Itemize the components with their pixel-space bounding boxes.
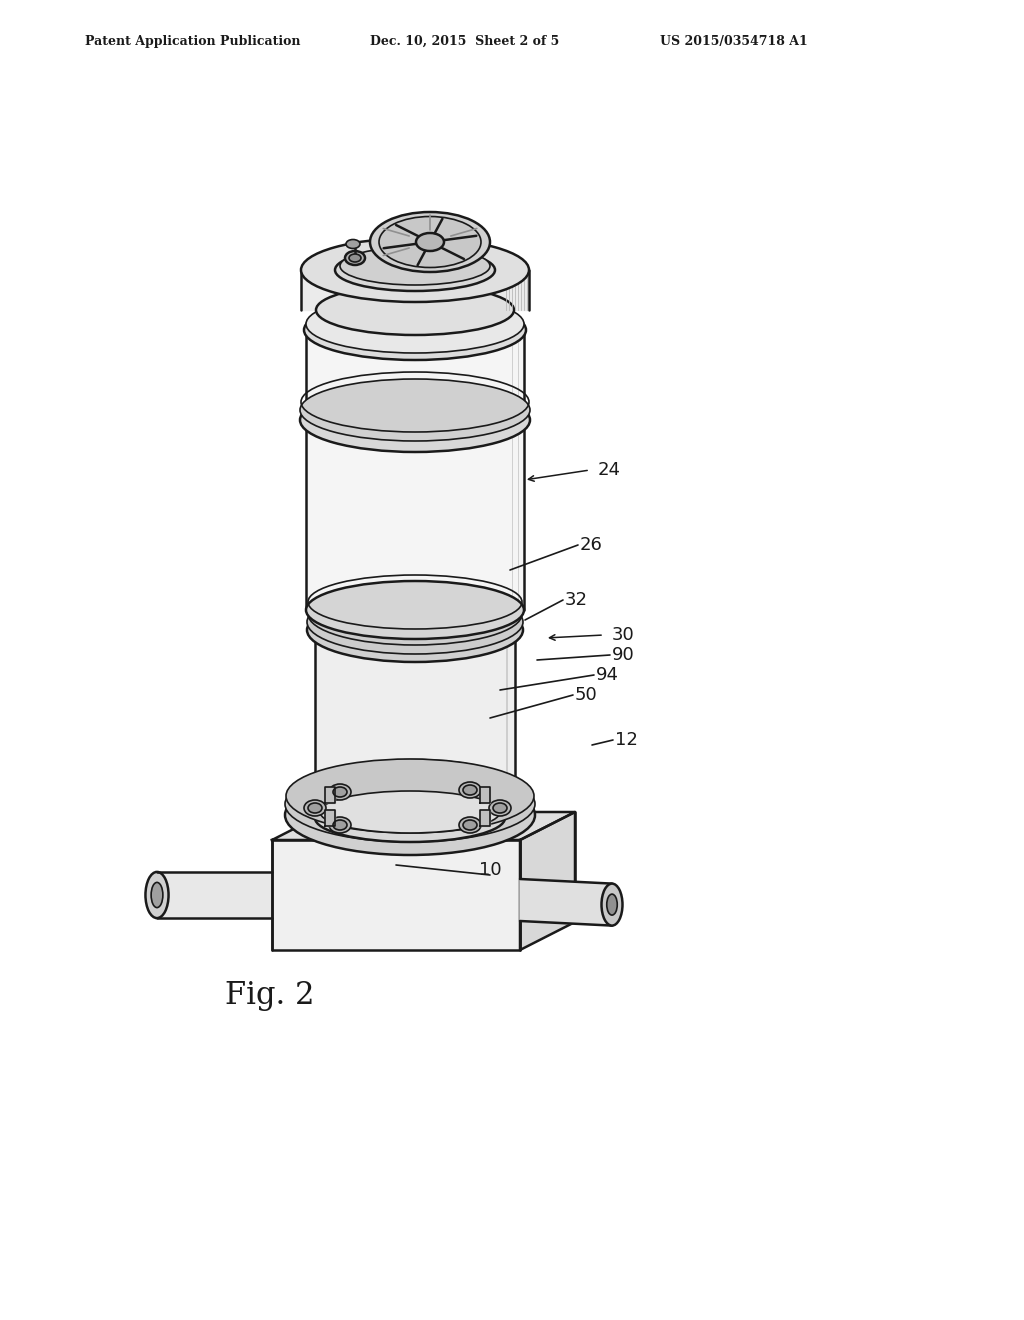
Polygon shape (157, 873, 272, 919)
Polygon shape (272, 812, 575, 840)
Text: 32: 32 (565, 591, 588, 609)
Ellipse shape (304, 800, 326, 816)
Text: 24: 24 (598, 461, 621, 479)
Text: Dec. 10, 2015  Sheet 2 of 5: Dec. 10, 2015 Sheet 2 of 5 (370, 36, 559, 48)
Polygon shape (315, 630, 515, 788)
Ellipse shape (333, 820, 347, 830)
Ellipse shape (463, 785, 477, 795)
Ellipse shape (319, 791, 500, 833)
Ellipse shape (379, 216, 481, 268)
Ellipse shape (285, 766, 535, 842)
Polygon shape (480, 810, 490, 826)
Polygon shape (272, 840, 520, 950)
Text: 12: 12 (615, 731, 638, 748)
Ellipse shape (145, 873, 169, 919)
Ellipse shape (459, 817, 481, 833)
Ellipse shape (306, 294, 524, 352)
Polygon shape (480, 787, 490, 803)
Ellipse shape (349, 253, 361, 261)
Polygon shape (325, 787, 335, 803)
Ellipse shape (300, 379, 530, 441)
Polygon shape (520, 812, 575, 950)
Text: 10: 10 (478, 861, 502, 879)
Ellipse shape (315, 795, 505, 842)
Ellipse shape (493, 803, 507, 813)
Text: 94: 94 (596, 667, 618, 684)
Text: 50: 50 (575, 686, 598, 704)
Ellipse shape (346, 239, 360, 248)
Text: 90: 90 (612, 645, 635, 664)
Ellipse shape (463, 820, 477, 830)
Text: US 2015/0354718 A1: US 2015/0354718 A1 (660, 36, 808, 48)
Polygon shape (325, 810, 335, 826)
Ellipse shape (335, 249, 495, 290)
Ellipse shape (370, 213, 490, 272)
Ellipse shape (304, 300, 526, 360)
Ellipse shape (315, 760, 515, 816)
Ellipse shape (286, 759, 534, 833)
Text: 30: 30 (612, 626, 635, 644)
Ellipse shape (307, 598, 523, 663)
Text: 26: 26 (580, 536, 603, 554)
Ellipse shape (340, 247, 490, 285)
Ellipse shape (152, 882, 163, 908)
Ellipse shape (301, 238, 529, 302)
Polygon shape (520, 879, 612, 925)
Ellipse shape (329, 817, 351, 833)
Ellipse shape (333, 787, 347, 797)
Ellipse shape (489, 800, 511, 816)
Ellipse shape (307, 590, 523, 653)
Ellipse shape (416, 234, 444, 251)
Ellipse shape (300, 388, 530, 451)
Text: Patent Application Publication: Patent Application Publication (85, 36, 300, 48)
Ellipse shape (345, 251, 365, 265)
Ellipse shape (316, 285, 514, 335)
Polygon shape (301, 271, 529, 310)
Ellipse shape (607, 894, 617, 915)
Text: Fig. 2: Fig. 2 (225, 979, 314, 1011)
Ellipse shape (459, 781, 481, 799)
Ellipse shape (308, 803, 322, 813)
Ellipse shape (601, 883, 623, 925)
Ellipse shape (285, 775, 535, 855)
Ellipse shape (306, 581, 524, 639)
Ellipse shape (329, 784, 351, 800)
Polygon shape (306, 330, 524, 610)
